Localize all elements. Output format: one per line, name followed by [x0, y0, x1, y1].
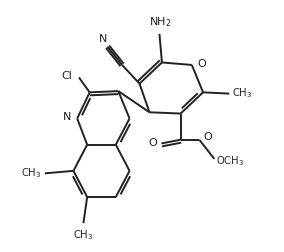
- Text: OCH$_3$: OCH$_3$: [216, 154, 245, 168]
- Text: N: N: [99, 34, 107, 44]
- Text: CH$_3$: CH$_3$: [232, 86, 252, 100]
- Text: CH$_3$: CH$_3$: [73, 229, 94, 242]
- Text: CH$_3$: CH$_3$: [20, 167, 41, 180]
- Text: Cl: Cl: [62, 71, 73, 81]
- Text: N: N: [63, 112, 72, 122]
- Text: NH$_2$: NH$_2$: [149, 16, 172, 29]
- Text: O: O: [204, 132, 212, 142]
- Text: O: O: [197, 59, 206, 69]
- Text: O: O: [148, 138, 157, 148]
